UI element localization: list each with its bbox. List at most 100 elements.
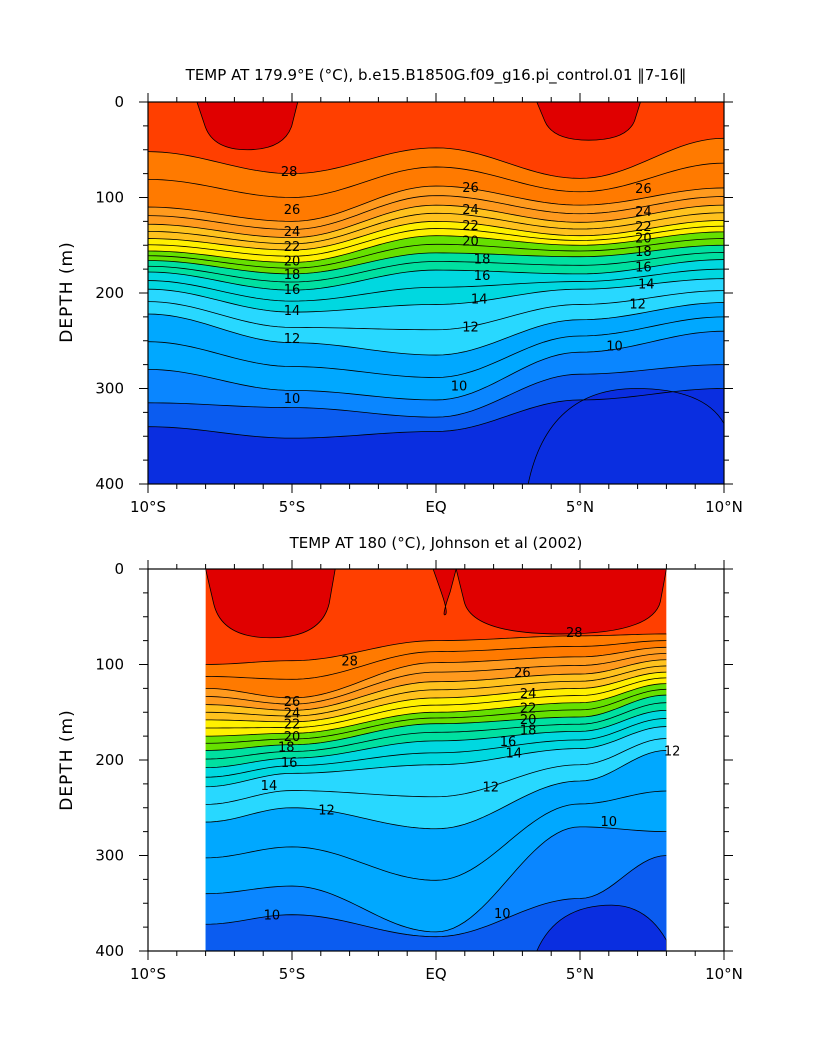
isotherm-21 (205, 677, 667, 729)
isotherm-9 (148, 364, 724, 418)
contour-label: 26 (635, 182, 652, 197)
isotherm-20 (205, 683, 667, 737)
contour-label: 28 (341, 655, 358, 670)
isotherm-24 (205, 659, 667, 711)
y-tick-label: 400 (95, 475, 124, 493)
x-tick-label: 5°N (566, 965, 594, 983)
filled-contours (205, 569, 667, 951)
isotherm-17 (148, 252, 724, 283)
contour-label: 26 (514, 666, 531, 681)
isotherm-18 (205, 694, 667, 751)
contour-label: 10 (284, 392, 301, 407)
y-tick-label: 300 (95, 380, 124, 398)
contour-label: 26 (462, 181, 479, 196)
contour-label: 24 (635, 205, 652, 220)
contour-label: 22 (635, 220, 652, 235)
y-tick-label: 100 (95, 189, 124, 207)
isotherm-23 (148, 212, 724, 245)
isotherm-25 (148, 195, 724, 230)
panel-model: 2826242220181614121026242220181614121026… (57, 66, 743, 516)
contour-labels: 2826242220181614121028262422201816141212… (261, 626, 681, 924)
isotherm-15 (148, 268, 724, 302)
warm-core-0 (196, 102, 299, 151)
y-tick-label: 200 (95, 751, 124, 769)
contour-label: 24 (520, 687, 537, 702)
band-below-9 (205, 855, 667, 951)
contour-label: 16 (500, 735, 517, 750)
isotherm-15 (205, 718, 667, 778)
contour-label: 20 (462, 234, 479, 249)
contour-label: 12 (318, 804, 335, 819)
isotherm-26 (148, 185, 724, 222)
isotherm-16 (205, 709, 667, 769)
isotherm-20 (148, 231, 724, 263)
contour-label: 22 (284, 718, 301, 733)
contour-label: 16 (474, 269, 491, 284)
contour-label: 18 (520, 723, 537, 738)
isotherm-24 (148, 204, 724, 239)
isotherm-16 (148, 259, 724, 291)
isotherm-28 (148, 137, 724, 179)
isotherm-9 (205, 855, 667, 938)
contour-label: 22 (284, 240, 301, 255)
ticks (139, 560, 733, 960)
y-tick-label: 100 (95, 656, 124, 674)
contour-label: 10 (494, 907, 511, 922)
contour-label: 10 (606, 340, 623, 355)
x-tick-label: 10°N (705, 965, 743, 983)
warm-core-0 (205, 569, 336, 639)
contour-label: 12 (284, 332, 301, 347)
isotherm-18 (148, 244, 724, 275)
contour-label: 18 (284, 268, 301, 283)
ticks (139, 93, 733, 493)
x-tick-label: 10°N (705, 498, 743, 516)
y-axis-title: DEPTH (m) (57, 241, 77, 342)
isotherm-25 (205, 653, 667, 705)
warm-core-1 (432, 569, 457, 616)
isotherm-11 (148, 316, 724, 378)
isotherm-10 (205, 826, 667, 933)
chart-title: TEMP AT 179.9°E (°C), b.e15.B1850G.f09_g… (185, 66, 687, 85)
x-tick-label: 5°S (279, 498, 306, 516)
contour-label: 20 (284, 730, 301, 745)
contour-label: 28 (281, 165, 298, 180)
contour-label: 20 (284, 255, 301, 270)
isotherm-19 (148, 238, 724, 269)
contour-label: 22 (462, 219, 479, 234)
isotherm-12 (205, 750, 667, 830)
x-tick-label: EQ (425, 498, 446, 516)
isotherm-19 (205, 688, 667, 744)
contour-label: 18 (278, 741, 295, 756)
isotherm-28 (205, 633, 667, 665)
contour-label: 18 (474, 253, 491, 268)
x-tick-label: EQ (425, 965, 446, 983)
contour-label: 10 (264, 909, 281, 924)
warm-core-1 (536, 102, 641, 141)
y-tick-label: 0 (114, 93, 124, 111)
contour-label: 14 (284, 304, 301, 319)
deep-core (536, 904, 667, 951)
contour-label: 24 (284, 225, 301, 240)
contour-label: 24 (462, 203, 479, 218)
contour-label: 16 (284, 283, 301, 298)
contour-label: 12 (664, 744, 681, 759)
deep-core (527, 388, 724, 484)
isotherm-23 (205, 665, 667, 717)
y-tick-label: 300 (95, 847, 124, 865)
y-tick-label: 0 (114, 560, 124, 578)
contour-label: 10 (451, 380, 468, 395)
contour-label: 14 (505, 746, 522, 761)
contour-label: 28 (566, 626, 583, 641)
y-tick-label: 400 (95, 942, 124, 960)
contour-label: 20 (635, 232, 652, 247)
isotherm-14 (205, 726, 667, 788)
contour-label: 12 (629, 298, 646, 313)
isotherm-10 (148, 330, 724, 401)
contour-label: 14 (261, 779, 278, 794)
contour-label: 18 (635, 245, 652, 260)
isotherm-13 (205, 738, 667, 805)
contour-label: 22 (520, 701, 537, 716)
contour-label: 20 (520, 713, 537, 728)
contour-label: 26 (284, 203, 301, 218)
